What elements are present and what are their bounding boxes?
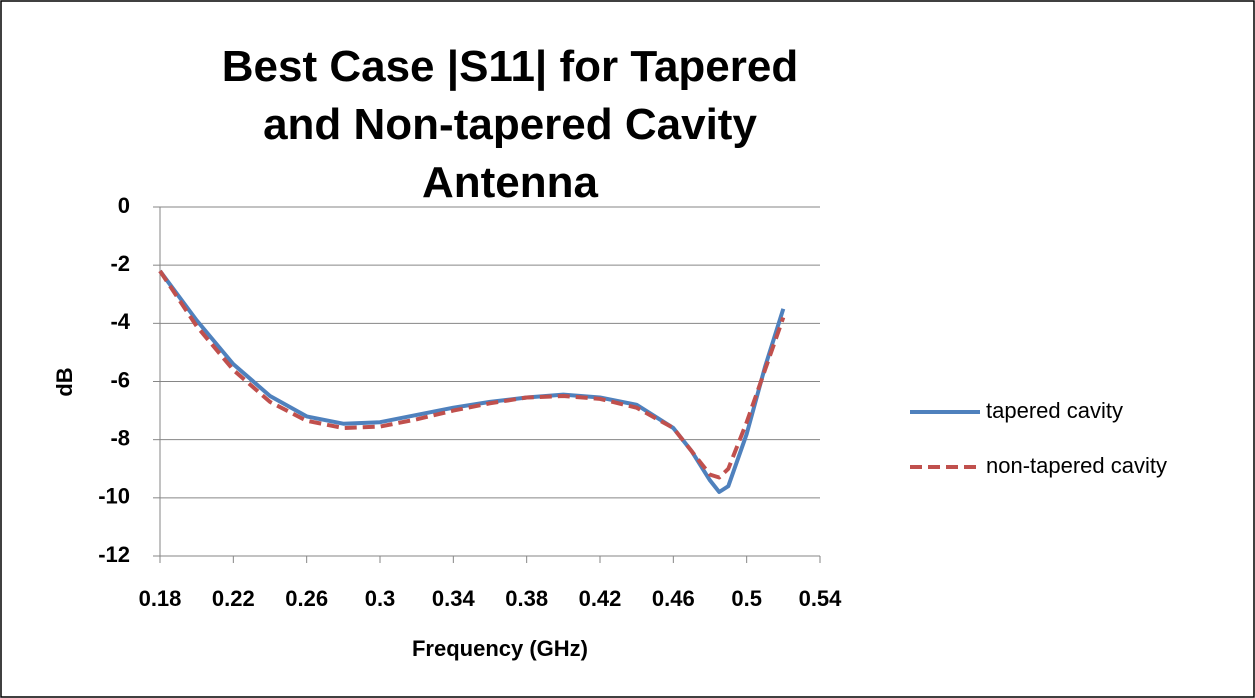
y-tick-label: 0	[118, 193, 130, 218]
y-tick-label: -6	[110, 367, 130, 392]
chart-title: Best Case |S11| for Tapered and Non-tape…	[221, 42, 799, 207]
x-tick-label: 0.54	[799, 586, 843, 611]
x-tick-label: 0.18	[139, 586, 182, 611]
y-tick-label: -4	[110, 309, 130, 334]
legend-label: tapered cavity	[986, 398, 1123, 423]
y-tick-label: -10	[98, 484, 130, 509]
y-tick-label: -8	[110, 425, 130, 450]
x-tick-label: 0.3	[365, 586, 396, 611]
y-tick-label: -12	[98, 542, 130, 567]
x-tick-label: 0.22	[212, 586, 255, 611]
x-tick-label: 0.26	[285, 586, 328, 611]
x-tick-label: 0.5	[731, 586, 762, 611]
x-tick-label: 0.38	[505, 586, 548, 611]
x-tick-label: 0.46	[652, 586, 695, 611]
x-tick-label: 0.34	[432, 586, 476, 611]
x-axis-title: Frequency (GHz)	[412, 636, 588, 661]
y-tick-label: -2	[110, 251, 130, 276]
x-tick-label: 0.42	[579, 586, 622, 611]
series-line	[158, 269, 786, 480]
legend-label: non-tapered cavity	[986, 453, 1167, 478]
y-axis-title: dB	[52, 367, 77, 396]
